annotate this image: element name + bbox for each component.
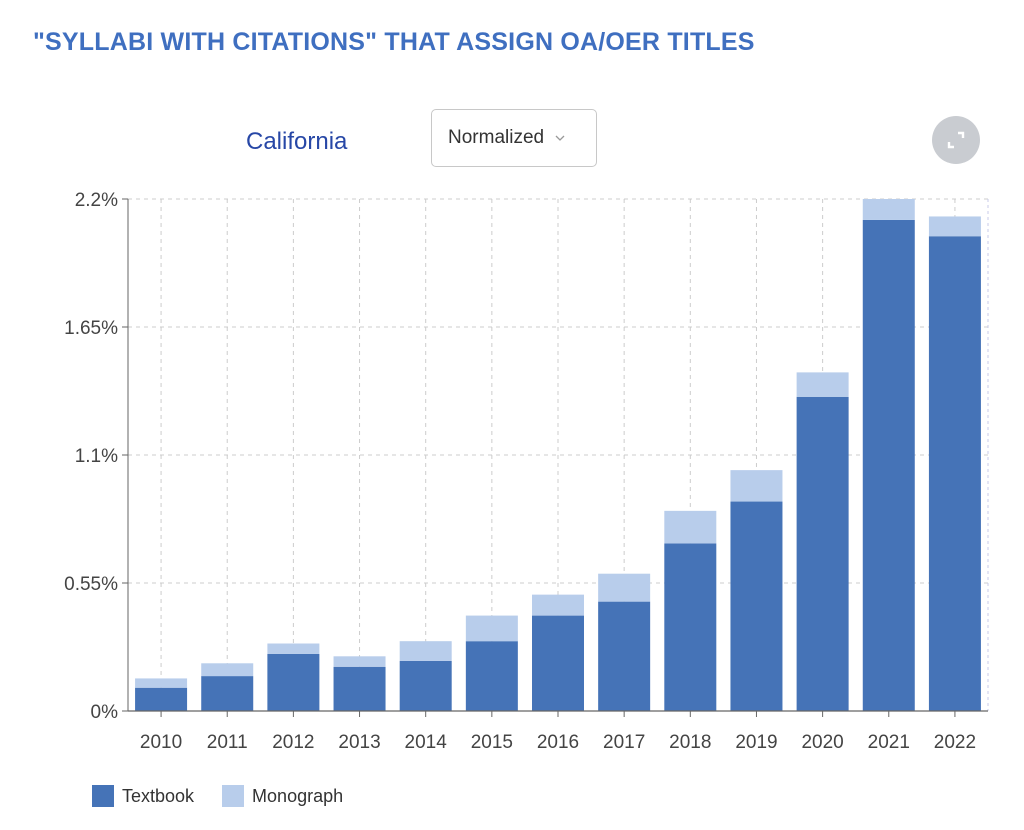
bar-monograph-2014 bbox=[399, 641, 452, 661]
bar-textbook-2015 bbox=[465, 641, 518, 711]
bar-monograph-2013 bbox=[333, 656, 386, 667]
normalization-select[interactable]: Normalized bbox=[431, 109, 597, 167]
bar-monograph-2012 bbox=[267, 643, 320, 654]
legend-swatch-monograph bbox=[222, 785, 245, 807]
bar-monograph-2016 bbox=[532, 594, 584, 616]
legend-item-textbook[interactable]: Textbook bbox=[92, 785, 194, 807]
bar-textbook-2020 bbox=[796, 396, 849, 711]
bar-textbook-2014 bbox=[399, 660, 452, 711]
bar-monograph-2010 bbox=[135, 678, 188, 688]
legend: Textbook Monograph bbox=[92, 785, 371, 807]
x-tick-label: 2022 bbox=[934, 732, 976, 753]
chevron-down-icon bbox=[555, 135, 565, 141]
x-tick-label: 2020 bbox=[801, 732, 843, 753]
legend-label-textbook: Textbook bbox=[122, 785, 195, 806]
x-tick-label: 2015 bbox=[471, 732, 513, 753]
legend-label-monograph: Monograph bbox=[252, 785, 344, 806]
y-tick-label: 2.2% bbox=[75, 190, 118, 211]
y-tick-label: 0.55% bbox=[64, 574, 118, 595]
x-tick-label: 2014 bbox=[405, 732, 448, 753]
bar-textbook-2022 bbox=[928, 236, 981, 711]
bar-textbook-2016 bbox=[532, 615, 584, 711]
x-tick-label: 2021 bbox=[868, 732, 910, 753]
x-tick-label: 2013 bbox=[338, 732, 380, 753]
expand-button[interactable] bbox=[932, 116, 980, 164]
bar-textbook-2010 bbox=[135, 687, 188, 711]
x-tick-label: 2017 bbox=[603, 732, 645, 753]
y-tick-label: 0% bbox=[91, 702, 119, 723]
x-tick-label: 2018 bbox=[669, 732, 711, 753]
x-tick-label: 2012 bbox=[272, 732, 314, 753]
bar-textbook-2017 bbox=[598, 601, 651, 711]
bar-monograph-2020 bbox=[796, 372, 849, 397]
x-tick-label: 2016 bbox=[537, 732, 579, 753]
bar-textbook-2012 bbox=[267, 653, 320, 711]
bar-textbook-2019 bbox=[730, 501, 783, 711]
page-title: "SYLLABI WITH CITATIONS" THAT ASSIGN OA/… bbox=[33, 28, 755, 56]
x-tick-label: 2010 bbox=[140, 732, 182, 753]
x-tick-label: 2019 bbox=[735, 732, 777, 753]
bar-monograph-2017 bbox=[598, 573, 651, 602]
bar-monograph-2011 bbox=[201, 663, 254, 677]
x-tick-label: 2011 bbox=[207, 732, 248, 753]
y-tick-label: 1.1% bbox=[75, 446, 118, 467]
bar-monograph-2022 bbox=[928, 216, 981, 237]
bar-textbook-2021 bbox=[862, 219, 915, 712]
legend-item-monograph[interactable]: Monograph bbox=[222, 785, 343, 807]
legend-swatch-textbook bbox=[92, 785, 114, 807]
bar-textbook-2011 bbox=[201, 676, 254, 711]
y-tick-label: 1.65% bbox=[64, 318, 118, 339]
bar-monograph-2018 bbox=[664, 510, 717, 544]
region-label: California bbox=[246, 128, 348, 155]
bar-textbook-2013 bbox=[333, 666, 386, 711]
bar-textbook-2018 bbox=[664, 543, 717, 711]
bar-monograph-2019 bbox=[730, 470, 783, 502]
bar-monograph-2021 bbox=[862, 199, 915, 220]
normalization-select-value: Normalized bbox=[448, 127, 545, 148]
bar-monograph-2015 bbox=[465, 615, 518, 642]
expand-icon bbox=[947, 131, 965, 149]
